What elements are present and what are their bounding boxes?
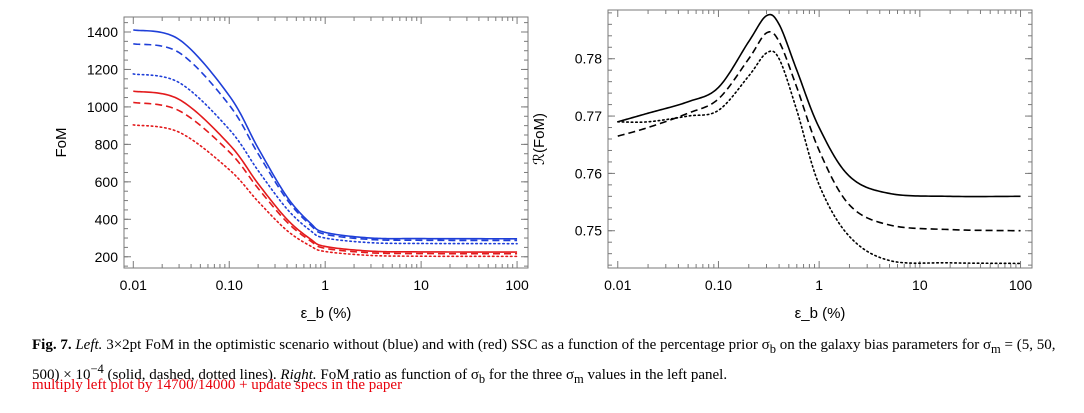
y-axis-label: FoM <box>53 128 70 158</box>
caption-right-text-2: for the three σ <box>485 367 575 383</box>
y-tick-label: 0.76 <box>575 165 602 181</box>
x-tick-label: 1 <box>321 277 329 293</box>
caption-right-sub-m: m <box>574 372 584 386</box>
caption-left-text-3: = (5, 50, 500) × 10 <box>32 337 1056 383</box>
y-axis-label: ℛ(FoM) <box>531 113 548 165</box>
caption-left-text-2: on the galaxy bias parameters for σ <box>775 337 992 353</box>
x-tick-label: 1 <box>815 277 823 293</box>
series-line-without-ssc-solid <box>133 29 518 240</box>
caption-left-text: 3×2pt FoM in the optimistic scenario wit… <box>106 337 770 353</box>
series-line-without-ssc-dotted <box>132 73 518 245</box>
caption-right-sub-b: b <box>478 372 486 386</box>
y-tick-label: 400 <box>95 211 119 227</box>
series-line-solid <box>617 13 1021 198</box>
series-line-with-ssc-dashed <box>133 101 518 255</box>
editor-note: multiply left plot by 14700/14000 + upda… <box>32 377 403 393</box>
caption-left-text-4: (solid, dashed, dotted lines). <box>103 367 281 383</box>
x-tick-label: 0.10 <box>705 277 732 293</box>
x-axis-label: ε_b (%) <box>301 305 352 322</box>
x-tick-label: 100 <box>505 277 529 293</box>
y-tick-label: 0.77 <box>575 108 602 124</box>
caption-sub-m: m <box>991 342 1001 356</box>
x-axis-label: ε_b (%) <box>795 305 846 322</box>
caption-sub-b: b <box>769 342 776 356</box>
caption-right-text-3: values in the left panel. <box>583 367 728 383</box>
caption-exponent: −4 <box>90 362 104 376</box>
x-tick-label: 100 <box>1009 277 1033 293</box>
caption-right-text: FoM ratio as function of σ <box>316 367 479 383</box>
series-line-with-ssc-dotted <box>132 124 518 258</box>
y-tick-label: 0.78 <box>575 51 602 67</box>
y-tick-label: 1400 <box>87 24 118 40</box>
x-tick-label: 10 <box>912 277 928 293</box>
plot-frame <box>607 9 1033 269</box>
y-tick-label: 200 <box>95 249 119 265</box>
figure-caption: Fig. 7. Left. 3×2pt FoM in the optimisti… <box>32 335 1062 389</box>
x-tick-label: 0.01 <box>604 277 631 293</box>
series-line-with-ssc-solid <box>133 90 518 253</box>
caption-left-heading: Left. <box>75 337 103 353</box>
y-tick-label: 1000 <box>87 99 118 115</box>
left-panel-fom: 0.01 0.10 1 10 100 200 400 600 800 1000 1200 1400 ε_… <box>53 16 529 322</box>
x-tick-label: 0.10 <box>216 277 243 293</box>
series-line-dotted <box>616 50 1022 265</box>
caption-right-heading: Right. <box>280 367 317 383</box>
y-tick-label: 0.75 <box>575 223 602 239</box>
x-tick-label: 0.01 <box>120 277 147 293</box>
x-tick-label: 10 <box>413 277 429 293</box>
y-tick-label: 1200 <box>87 61 118 77</box>
series-line-dashed <box>617 30 1021 232</box>
plot-frame <box>123 16 529 269</box>
figure-panels: 0.01 0.10 1 10 100 200 400 600 800 1000 1200 1400 ε_… <box>53 9 1033 322</box>
y-tick-label: 600 <box>95 174 119 190</box>
caption-label: Fig. 7. <box>32 337 72 353</box>
y-tick-label: 800 <box>95 136 119 152</box>
series-line-without-ssc-dashed <box>133 42 518 242</box>
right-panel-fom-ratio: 0.01 0.10 1 10 100 0.75 0.76 0.77 0.78 ε_b (%) ℛ(F… <box>531 9 1033 322</box>
